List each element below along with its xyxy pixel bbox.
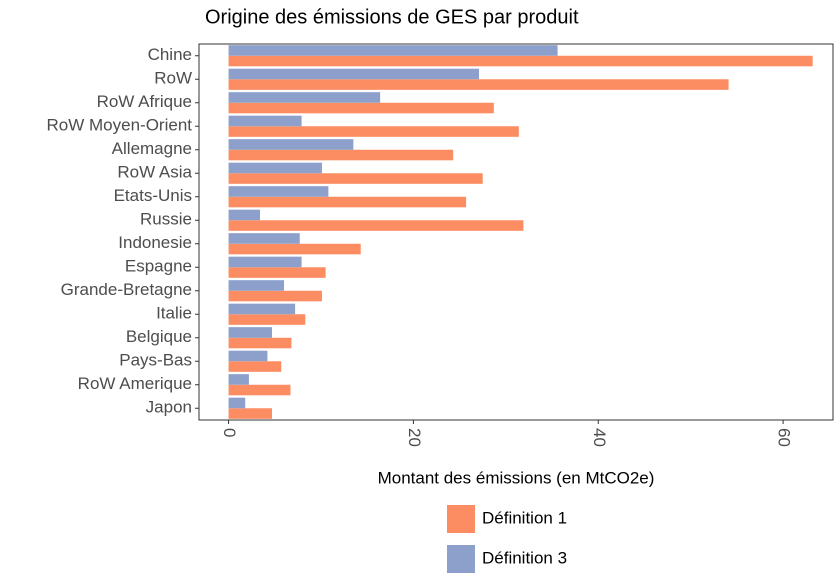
bar [228,149,454,161]
y-tick-label: Etats-Unis [114,186,192,205]
bar [228,337,292,349]
bar [228,256,302,268]
bar [228,220,524,231]
y-tick-label: Belgique [126,327,192,346]
bar [228,196,467,208]
bar [228,68,480,80]
bar [228,45,558,56]
y-tick-label: Chine [148,45,192,64]
y-tick-label: RoW Asia [117,163,192,182]
x-tick-label: 40 [590,428,609,447]
y-tick-label: RoW Afrique [97,92,192,111]
bar [228,209,260,221]
bar [228,397,246,409]
bar [228,280,285,291]
bar [228,233,300,244]
y-tick-label: Pays-Bas [119,351,192,370]
bar [228,79,729,90]
x-axis-title: Montant des émissions (en MtCO2e) [378,468,655,487]
bar [228,327,273,338]
y-tick-label: Indonesie [118,233,192,252]
y-tick-label: Espagne [125,257,192,276]
x-tick-label: 60 [775,428,794,447]
bar [228,350,268,362]
bar [228,290,322,302]
x-tick-label: 20 [405,428,424,447]
legend-label: Définition 3 [482,548,567,567]
y-tick-label: Grande-Bretagne [61,280,192,299]
legend-key [447,545,475,573]
bar [228,243,361,255]
bar [228,162,322,174]
y-tick-label: RoW Moyen-Orient [47,116,193,135]
y-tick-label: RoW [154,69,192,88]
bar [228,115,302,127]
bar [228,303,296,315]
y-tick-label: Japon [146,398,192,417]
bar [228,92,381,103]
bar [228,102,494,114]
legend-label: Définition 1 [482,508,567,527]
bar [228,139,354,150]
bar [228,374,249,385]
chart-title: Origine des émissions de GES par produit [205,6,579,28]
bar [228,314,306,325]
bar [228,126,519,137]
bar [228,267,326,278]
y-tick-label: Russie [140,210,192,229]
y-tick-label: Italie [156,304,192,323]
y-tick-label: RoW Amerique [78,374,192,393]
bar [228,361,282,372]
panel-border [198,43,834,421]
y-tick-label: Allemagne [112,139,192,158]
bar [228,384,291,396]
bar [228,408,273,419]
bar [228,186,329,197]
x-tick-label: 0 [220,428,239,437]
legend-key [447,505,475,533]
bar [228,55,813,67]
bar [228,173,483,184]
